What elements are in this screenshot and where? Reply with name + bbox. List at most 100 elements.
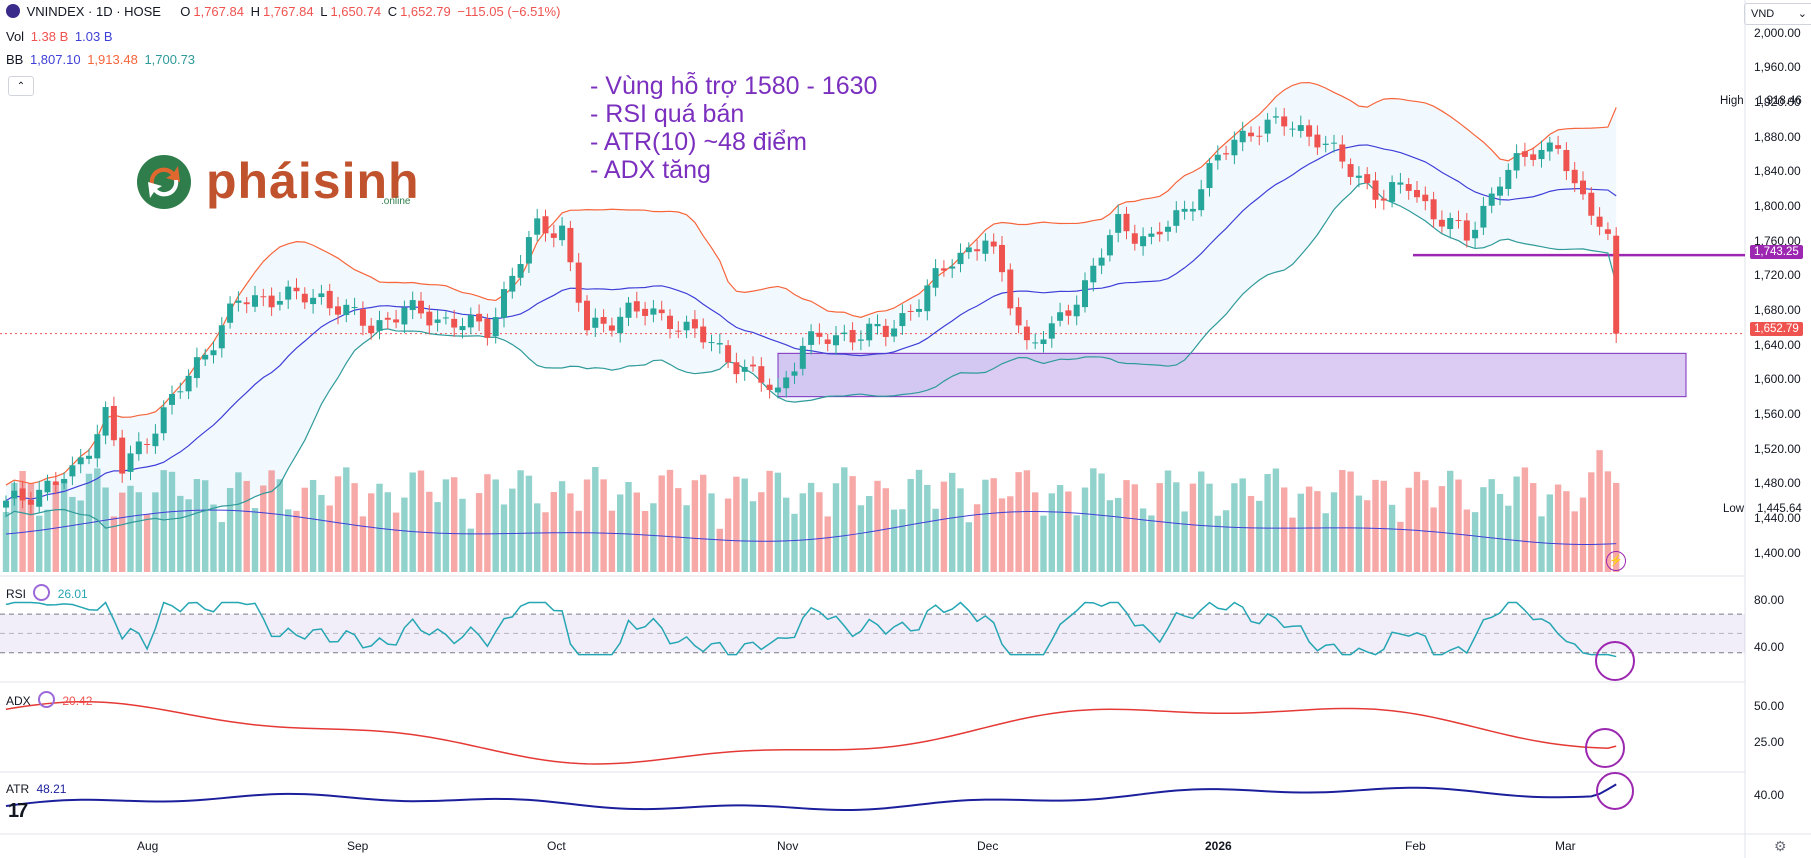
volume-bar [135, 492, 142, 572]
volume-bar [1181, 511, 1188, 572]
note-atr: - ATR(10) ~48 điểm [590, 128, 807, 156]
candle [700, 326, 707, 343]
collapse-legend-button[interactable]: ⌃ [8, 76, 34, 96]
rsi-settings-icon[interactable] [33, 584, 51, 601]
volume-bar [1521, 467, 1529, 572]
symbol-title[interactable]: VNINDEX · 1D · HOSE [26, 4, 161, 19]
candle [1355, 175, 1362, 178]
volume-bar [1297, 493, 1304, 572]
logo-arrows-icon [137, 155, 191, 209]
candle [467, 314, 474, 328]
candle [1057, 312, 1064, 321]
volume-bar [799, 493, 806, 572]
volume-bar [1330, 492, 1338, 572]
volume-bar [1455, 479, 1462, 572]
candle [1480, 205, 1487, 228]
volume-bar [1388, 504, 1396, 572]
candle [592, 317, 599, 328]
volume-bar [990, 478, 997, 572]
volume-bar [517, 470, 524, 572]
volume-bar [334, 476, 342, 572]
candle [899, 313, 906, 327]
volume-bar [957, 488, 964, 572]
candle [501, 289, 507, 318]
currency-selector[interactable]: VND ⌄ [1744, 3, 1811, 25]
volume-bar [509, 488, 516, 572]
adx-settings-icon[interactable] [38, 691, 56, 708]
candle [1007, 269, 1014, 309]
volume-bar [1613, 482, 1620, 572]
candle [268, 295, 275, 308]
volume-bar [766, 470, 773, 572]
candle [1364, 174, 1371, 184]
volume-bar [949, 472, 956, 572]
candle [1082, 280, 1088, 308]
volume-bar [1471, 512, 1479, 572]
candle [1314, 134, 1321, 148]
atr-tick-40: 40.00 [1754, 788, 1785, 802]
volume-bar [1023, 470, 1031, 572]
volume-bar [1505, 505, 1512, 572]
volume-bar [1164, 470, 1172, 572]
price-tick: 1,840.00 [1754, 164, 1801, 179]
volume-bar [1513, 476, 1520, 572]
candle [310, 297, 317, 305]
volume-bar [102, 487, 109, 572]
volume-bar [426, 491, 433, 572]
candle [733, 362, 740, 375]
candle [949, 266, 956, 269]
candle [169, 394, 175, 405]
candle [1098, 257, 1105, 266]
candle [1422, 194, 1429, 202]
volume-bar [1148, 515, 1155, 572]
rsi-tick-40: 40.00 [1754, 640, 1785, 654]
volume-ma-line [5, 509, 1617, 545]
candle [542, 216, 549, 234]
candle [110, 405, 117, 441]
candle [144, 443, 151, 445]
volume-bar [1264, 474, 1271, 572]
volume-bar [1139, 508, 1147, 572]
candle [442, 317, 449, 319]
candle [1322, 143, 1329, 145]
candle [633, 301, 640, 312]
symbol-logo-icon [6, 4, 20, 18]
rsi-value: 26.01 [57, 587, 88, 601]
candle [102, 407, 109, 436]
settings-gear-icon[interactable]: ⚙ [1774, 838, 1787, 854]
bb-legend[interactable]: BB 1,807.10 1,913.48 1,700.73 [6, 52, 196, 67]
volume-bar [675, 488, 682, 572]
volume-bar [542, 512, 549, 572]
candle [1472, 229, 1479, 239]
volume-bar [1372, 479, 1379, 572]
candle [741, 366, 748, 372]
volume-bar [1281, 487, 1288, 572]
candle [492, 317, 499, 337]
note-rsi: - RSI quá bán [590, 100, 745, 128]
atr-line [5, 783, 1617, 812]
adx-tick-50: 50.00 [1754, 699, 1785, 713]
candle [1131, 233, 1138, 244]
adx-legend[interactable]: ADX 20.42 [6, 691, 92, 708]
candle [1214, 154, 1221, 161]
volume-bar [600, 479, 607, 572]
candle [1331, 142, 1337, 144]
volume-bar [202, 480, 209, 572]
volume-bar [982, 479, 989, 572]
candle [1173, 210, 1180, 226]
ohlc-change: −115.05 (−6.51%) [457, 4, 561, 19]
candle [617, 316, 624, 334]
volume-bar [832, 483, 840, 572]
volume-legend[interactable]: Vol 1.38 B 1.03 B [6, 29, 113, 44]
candle [725, 345, 732, 363]
rsi-legend[interactable]: RSI 26.01 [6, 584, 88, 601]
candle [1538, 149, 1545, 160]
candle [1272, 116, 1279, 118]
lightning-icon[interactable]: ⚡ [1606, 551, 1626, 571]
volume-bar [1339, 469, 1346, 572]
candle [160, 407, 167, 434]
tradingview-logo-icon[interactable]: 17 [8, 800, 28, 822]
volume-bar [733, 476, 740, 572]
atr-legend[interactable]: ATR 48.21 [6, 782, 67, 796]
